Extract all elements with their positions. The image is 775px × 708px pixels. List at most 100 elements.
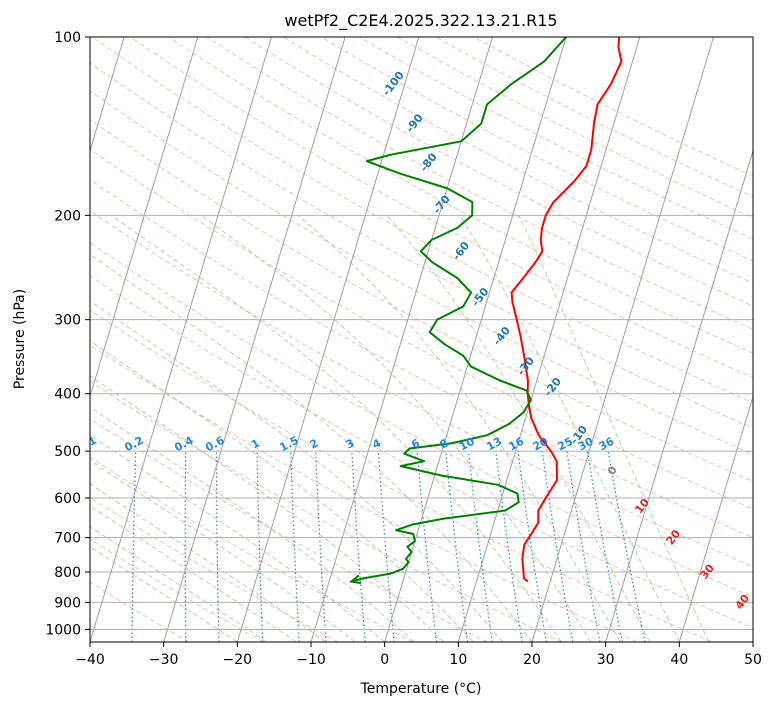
mixing-ratio-label: 0.1 <box>75 434 98 455</box>
isotherm-label: -100 <box>380 68 407 98</box>
moist-adiabat <box>90 406 415 642</box>
mixing-ratio-label: 16 <box>507 435 527 454</box>
mixing-ratio-label: 2 <box>308 436 321 451</box>
isotherm-line <box>678 394 753 642</box>
plot-frame <box>89 36 754 643</box>
mixing-ratio-label: 1 <box>249 436 262 451</box>
mixing-ratio-label: 4 <box>370 436 383 451</box>
y-axis-label: Pressure (hPa) <box>12 289 28 389</box>
y-tick-label: 800 <box>54 565 81 581</box>
isotherm-label: -40 <box>491 324 514 348</box>
isotherm-line <box>90 37 272 642</box>
mixing-ratio-line <box>215 451 220 642</box>
isotherm-label: 10 <box>632 496 652 516</box>
dry-adiabat <box>91 37 753 404</box>
isotherm-line <box>752 640 753 642</box>
mixing-ratio-line <box>607 450 646 642</box>
isotherm-line <box>531 37 714 642</box>
isotherm-label: -20 <box>542 375 565 399</box>
isotherm-label: -90 <box>403 111 426 135</box>
mixing-ratio-line <box>467 451 493 642</box>
dewpoint-arrowhead <box>348 574 362 585</box>
dry-adiabat <box>90 242 753 598</box>
moist-adiabat <box>90 526 268 642</box>
mixing-ratio-line <box>351 451 366 642</box>
mixing-ratio-line <box>586 451 623 642</box>
mixing-ratio-line <box>315 451 327 642</box>
dry-adiabat <box>130 37 753 379</box>
isotherm-line <box>236 37 420 642</box>
isotherm-label: -80 <box>417 150 440 174</box>
dry-adiabat <box>90 581 190 642</box>
isotherm-label: 30 <box>697 561 717 581</box>
moist-adiabat <box>90 505 297 642</box>
dry-adiabat <box>90 538 264 642</box>
mixing-ratio-line <box>256 451 264 642</box>
x-axis-label: Temperature (°C) <box>360 681 482 697</box>
moist-adiabat <box>518 215 710 642</box>
mixing-ratio-line <box>131 451 137 642</box>
y-tick-label: 700 <box>54 531 81 547</box>
mixing-ratio-label: 36 <box>597 435 617 454</box>
temperature-profile <box>510 37 623 583</box>
y-tick-label: 200 <box>54 208 81 224</box>
dry-adiabat <box>206 37 753 330</box>
x-tick-label: 40 <box>670 652 688 668</box>
dry-adiabat <box>90 148 753 510</box>
dry-adiabat <box>90 210 753 568</box>
isotherm-line <box>310 37 493 642</box>
isotherm-line <box>90 37 125 153</box>
x-tick-label: −10 <box>296 652 326 668</box>
moist-adiabat <box>297 214 621 642</box>
dry-adiabat <box>90 119 753 483</box>
dry-adiabat <box>90 380 563 642</box>
moist-adiabat <box>90 253 533 642</box>
dry-adiabat <box>90 275 753 629</box>
y-tick-label: 600 <box>54 491 81 507</box>
moist-adiabat <box>459 215 680 642</box>
mixing-ratio-label: 10 <box>457 435 477 454</box>
mixing-ratio-line <box>82 451 89 642</box>
dry-adiabat <box>244 37 753 307</box>
moist-adiabat <box>200 214 592 642</box>
dry-adiabat <box>282 37 753 284</box>
moist-adiabat <box>90 300 503 642</box>
moist-adiabat <box>90 434 385 642</box>
isotherm-label: -50 <box>469 285 492 309</box>
dry-adiabat <box>90 456 414 642</box>
x-tick-label: −40 <box>75 652 105 668</box>
x-tick-label: 10 <box>449 652 467 668</box>
isotherm-line <box>90 37 199 399</box>
y-tick-label: 300 <box>54 313 81 329</box>
mixing-ratio-line <box>445 451 469 642</box>
isotherm-line <box>457 37 641 642</box>
isotherm-line <box>163 37 346 642</box>
mixing-ratio-line <box>495 451 523 642</box>
y-tick-label: 900 <box>54 595 81 611</box>
mixing-ratio-label: 25 <box>555 435 575 454</box>
y-tick-label: 1000 <box>45 622 81 638</box>
dry-adiabat <box>90 90 753 456</box>
x-tick-label: 50 <box>744 652 762 668</box>
dry-adiabat <box>90 496 339 642</box>
dry-adiabat <box>90 179 753 539</box>
dry-adiabat <box>435 37 753 198</box>
mixing-ratio-line <box>377 451 395 642</box>
moist-adiabat <box>90 546 238 642</box>
dry-adiabat <box>473 37 753 177</box>
chart-title: wetPf2_C2E4.2025.322.13.21.R15 <box>284 11 557 31</box>
x-tick-label: 20 <box>523 652 541 668</box>
dry-adiabat <box>90 344 638 642</box>
y-tick-label: 100 <box>54 30 81 46</box>
isotherm-label: 0 <box>605 463 620 477</box>
x-tick-label: 0 <box>380 652 389 668</box>
moist-adiabat <box>90 459 356 642</box>
mixing-ratio-line <box>416 451 438 642</box>
mixing-ratio-line <box>517 451 547 642</box>
isotherm-label: 40 <box>733 592 753 612</box>
mixing-ratio-label: 20 <box>531 435 551 454</box>
isotherm-label: -60 <box>450 239 473 263</box>
mixing-ratio-label: 13 <box>484 435 504 454</box>
isotherm-line <box>605 149 753 642</box>
